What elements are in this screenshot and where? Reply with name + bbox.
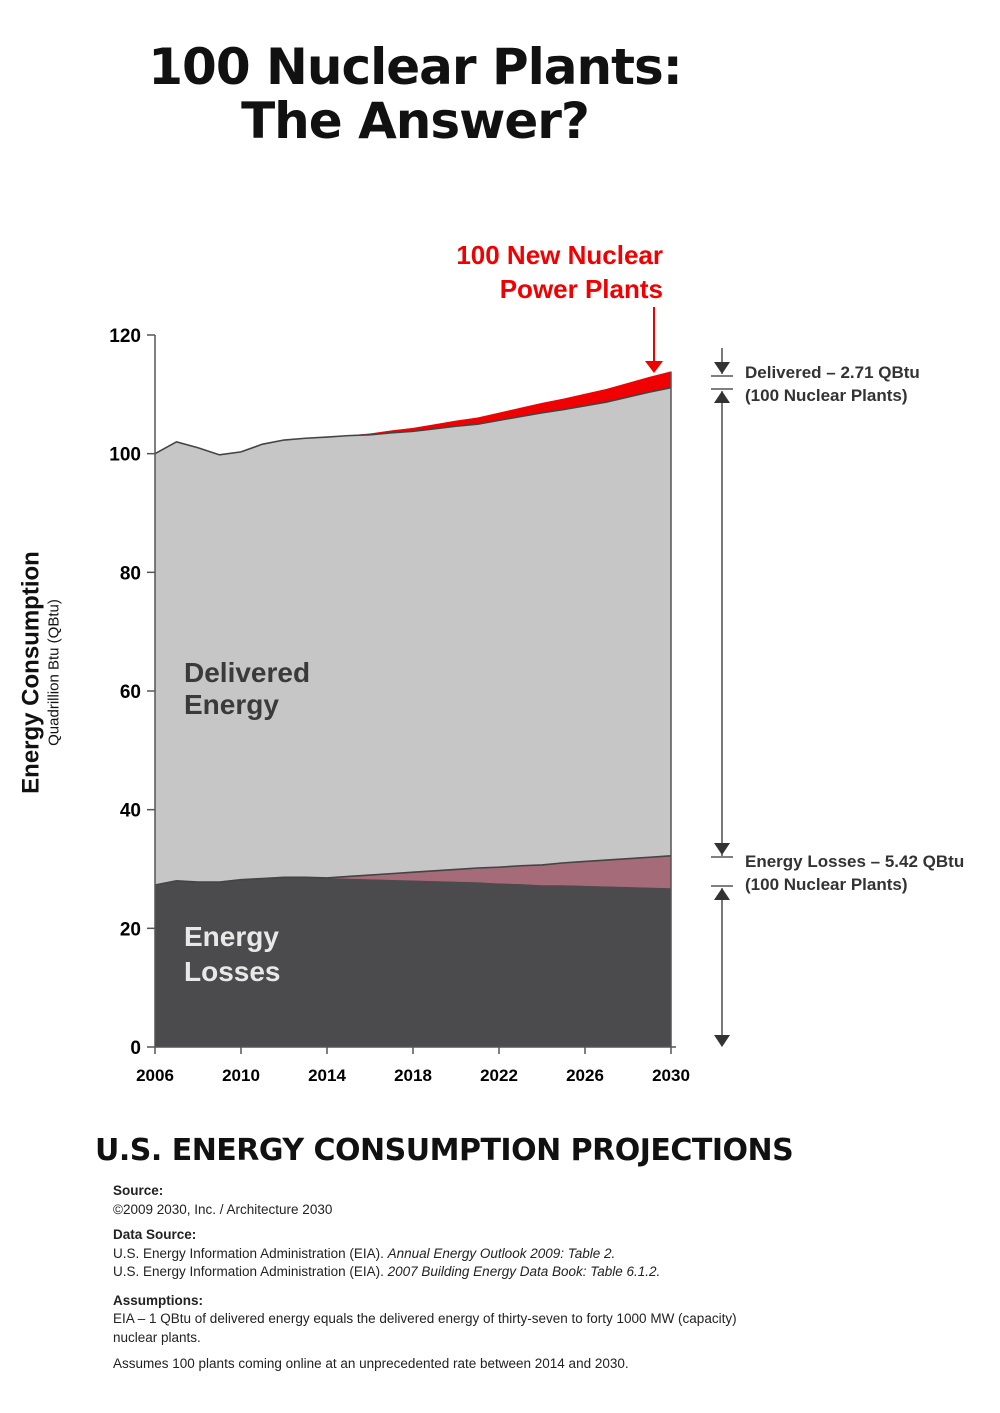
- source-text: ©2009 2030, Inc. / Architecture 2030: [113, 1201, 333, 1217]
- y-tick-label: 20: [120, 919, 141, 940]
- delivered-annotation-line-2: (100 Nuclear Plants): [745, 386, 908, 405]
- losses-label-line-2: Losses: [184, 956, 281, 987]
- down-arrow-icon: [714, 1035, 730, 1047]
- x-tick-label: 2022: [480, 1066, 518, 1085]
- x-tick-label: 2014: [308, 1066, 346, 1085]
- assumption-2: Assumes 100 plants coming online at an u…: [113, 1356, 629, 1371]
- y-axis-label: Energy Consumption Quadrillion Btu (QBtu…: [18, 513, 63, 833]
- delivered-label-line-2: Energy: [184, 689, 279, 720]
- data-source-heading: Data Source:: [113, 1227, 197, 1242]
- data-source-1: U.S. Energy Information Administration (…: [113, 1245, 753, 1264]
- chart-title: 100 Nuclear Plants: The Answer?: [0, 40, 830, 148]
- callout-line-1: 100 New Nuclear: [456, 240, 663, 270]
- assumptions-heading: Assumptions:: [113, 1292, 204, 1308]
- y-tick-label: 100: [109, 445, 141, 466]
- callout-arrow-head: [645, 361, 663, 373]
- callout-line-2: Power Plants: [499, 274, 663, 304]
- x-tick-label: 2026: [566, 1066, 604, 1085]
- losses-annotation: Energy Losses – 5.42 QBtu (100 Nuclear P…: [745, 850, 964, 896]
- energy-losses-label: Energy Losses: [184, 919, 281, 989]
- ds1-title: Annual Energy Outlook 2009: Table 2.: [387, 1245, 616, 1261]
- delivered-annotation-line-1: Delivered – 2.71 QBtu: [745, 363, 920, 382]
- delivered-annotation: Delivered – 2.71 QBtu (100 Nuclear Plant…: [745, 361, 920, 407]
- y-tick-label: 0: [130, 1038, 141, 1059]
- y-tick-label: 60: [120, 682, 141, 703]
- title-line-1: 100 Nuclear Plants:: [148, 38, 683, 96]
- y-axis-subtitle: Quadrillion Btu (QBtu): [45, 599, 63, 746]
- x-tick-label: 2006: [136, 1066, 174, 1085]
- y-tick-label: 40: [120, 801, 141, 822]
- x-tick-label: 2030: [652, 1066, 690, 1085]
- delivered-energy-label: Delivered Energy: [184, 657, 310, 721]
- y-tick-label: 120: [109, 326, 141, 347]
- chart-subtitle: U.S. ENERGY CONSUMPTION PROJECTIONS: [95, 1133, 794, 1168]
- ds2-title: 2007 Building Energy Data Book: Table 6.…: [387, 1264, 661, 1279]
- losses-annotation-line-2: (100 Nuclear Plants): [745, 875, 908, 894]
- y-tick-label: 80: [120, 563, 141, 584]
- losses-label-line-1: Energy: [184, 921, 279, 952]
- assumption-1: EIA – 1 QBtu of delivered energy equals …: [113, 1311, 737, 1345]
- down-arrow-icon: [714, 843, 730, 855]
- x-tick-label: 2010: [222, 1066, 260, 1085]
- losses-boundary-line: [154, 855, 672, 886]
- nuclear-callout: 100 New Nuclear Power Plants: [456, 238, 663, 306]
- down-arrow-icon: [714, 362, 730, 374]
- ds1-text: U.S. Energy Information Administration (…: [113, 1245, 388, 1261]
- source-heading: Source:: [113, 1183, 164, 1198]
- delivered-label-line-1: Delivered: [184, 657, 311, 688]
- source-notes: Source: ©2009 2030, Inc. / Architecture …: [113, 1182, 753, 1374]
- losses-annotation-line-1: Energy Losses – 5.42 QBtu: [745, 852, 965, 871]
- delivered-energy-area: [154, 387, 672, 886]
- data-source-2: U.S. Energy Information Administration (…: [113, 1263, 753, 1282]
- x-tick-label: 2018: [394, 1066, 432, 1085]
- y-axis-title: Energy Consumption: [17, 551, 45, 794]
- title-line-2: The Answer?: [241, 92, 590, 150]
- delivered-boundary-line: [154, 386, 672, 456]
- ds2-text: U.S. Energy Information Administration (…: [113, 1264, 388, 1279]
